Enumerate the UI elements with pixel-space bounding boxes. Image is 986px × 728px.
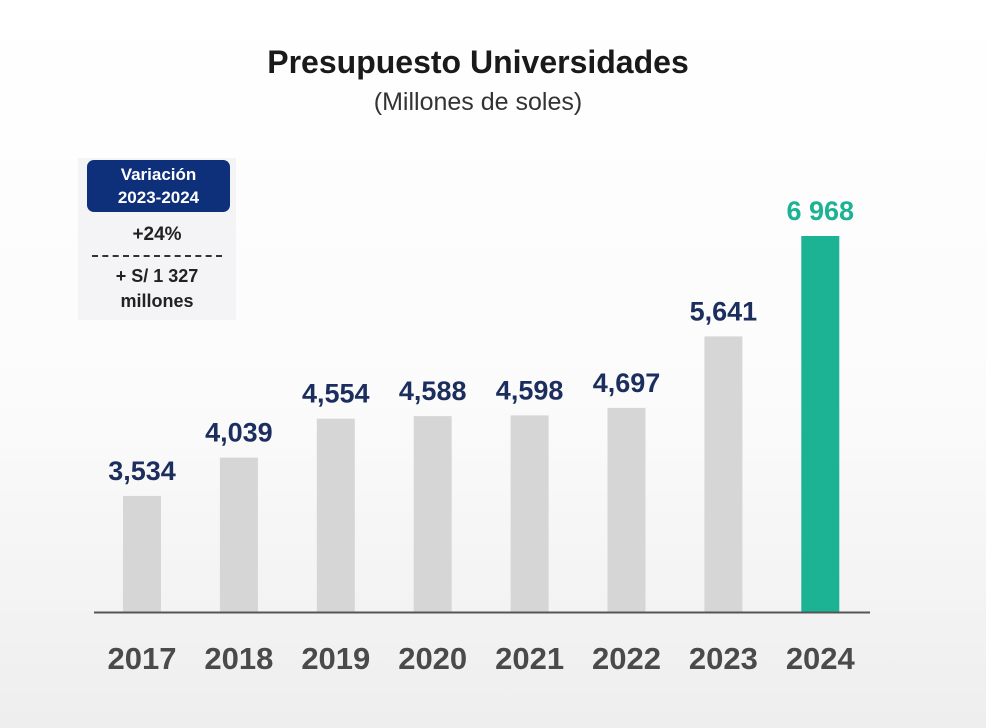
variation-amount-line2: millones: [120, 291, 194, 311]
variation-amount-line1: + S/ 1 327: [115, 266, 199, 286]
x-tick-label-2022: 2022: [592, 641, 661, 676]
bar-2022: [607, 407, 646, 612]
chart-title: Presupuesto Universidades: [267, 44, 689, 80]
variation-heading-line2: 2023-2024: [117, 188, 200, 207]
variation-percent: +24%: [132, 224, 182, 245]
variation-heading: Variación 2023-2024: [87, 160, 230, 212]
x-tick-label-2017: 2017: [108, 641, 177, 676]
variation-heading-line1: Variación: [120, 165, 197, 184]
data-label-2023: 5,641: [690, 296, 758, 326]
bar-2023: [704, 336, 743, 612]
x-tick-label-2023: 2023: [689, 641, 758, 676]
bar-2021: [510, 415, 549, 612]
x-tick-label-2019: 2019: [301, 641, 370, 676]
bar-2018: [219, 457, 258, 612]
bar-2020: [413, 416, 452, 612]
data-label-2021: 4,598: [496, 375, 564, 405]
bar-2024: [801, 236, 840, 612]
x-tick-label-2018: 2018: [204, 641, 273, 676]
data-label-2022: 4,697: [593, 368, 661, 398]
bar-2017: [123, 495, 161, 612]
x-tick-label-2024: 2024: [786, 641, 856, 676]
x-tick-label-2020: 2020: [398, 641, 467, 676]
data-label-2019: 4,554: [302, 379, 370, 409]
data-label-2024: 6 968: [787, 196, 855, 226]
x-tick-label-2021: 2021: [495, 641, 564, 676]
data-label-2020: 4,588: [399, 376, 467, 406]
variation-amount: + S/ 1 327 millones: [78, 264, 236, 314]
data-label-2018: 4,039: [205, 418, 273, 448]
bar-2019: [316, 418, 355, 612]
chart-subtitle: (Millones de soles): [373, 88, 583, 116]
variation-divider: [92, 255, 222, 257]
data-label-2017: 3,534: [108, 456, 176, 486]
